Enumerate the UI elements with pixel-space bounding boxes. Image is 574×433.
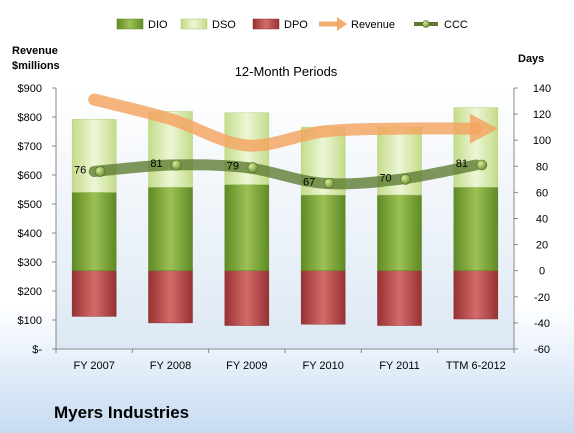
- ccc-point: [94, 166, 106, 177]
- company-name: Myers Industries: [54, 403, 190, 422]
- legend-label-revenue: Revenue: [351, 19, 395, 31]
- bar-dio: [377, 194, 422, 271]
- revenue-arrowhead: [469, 113, 498, 144]
- ccc-data-label: 76: [74, 165, 86, 177]
- ccc-data-label: 70: [379, 172, 391, 184]
- legend-swatch-dso: [180, 18, 208, 30]
- right-axis-tick-label: -40: [534, 318, 550, 330]
- x-axis-category-label: FY 2010: [302, 360, 343, 372]
- left-axis-title-line2: $millions: [12, 60, 60, 72]
- revenue-line: [88, 93, 482, 152]
- right-axis-tick-label: 120: [533, 109, 551, 121]
- legend-label-dso: DSO: [212, 19, 236, 31]
- x-axis-category-label: FY 2009: [226, 360, 267, 372]
- legend: DIO DSO DPO Revenue CCC: [116, 17, 468, 31]
- right-axis-tick-label: 20: [536, 240, 548, 252]
- legend-label-ccc: CCC: [444, 19, 468, 31]
- right-axis-tick-label: 40: [536, 214, 548, 226]
- bar-dpo: [71, 270, 117, 317]
- bar-dpo: [148, 270, 193, 324]
- left-axis-tick-label: $100: [18, 315, 42, 327]
- ccc-point: [476, 159, 488, 171]
- ccc-point: [171, 159, 182, 171]
- left-axis-tick-label: $900: [18, 83, 42, 95]
- ccc-point: [323, 177, 335, 189]
- right-axis-title: Days: [518, 53, 544, 65]
- bar-dio: [148, 186, 193, 271]
- right-axis-tick-label: 60: [536, 187, 548, 199]
- legend-label-dpo: DPO: [284, 19, 308, 31]
- ccc-point: [400, 174, 411, 185]
- x-axis-category-label: TTM 6-2012: [446, 360, 506, 372]
- right-axis-tick-label: 100: [533, 135, 551, 147]
- legend-label-dio: DIO: [148, 19, 168, 31]
- bar-dso: [71, 119, 117, 193]
- right-axis-tick-label: 140: [533, 83, 551, 95]
- legend-swatch-ccc: [414, 20, 438, 28]
- ccc-data-label: 81: [150, 158, 162, 170]
- left-axis-tick-label: $300: [18, 257, 42, 269]
- bar-dio: [300, 194, 346, 271]
- legend-swatch-dpo: [252, 18, 280, 30]
- bar-dio: [71, 192, 117, 271]
- bar-dio: [224, 184, 270, 271]
- chart-title: 12-Month Periods: [235, 64, 338, 79]
- legend-swatch-dio: [116, 18, 144, 30]
- ccc-data-label: 81: [456, 158, 468, 170]
- left-axis-tick-label: $600: [18, 170, 42, 182]
- right-axis-tick-label: -20: [534, 292, 550, 304]
- right-axis-tick-label: 80: [536, 161, 548, 173]
- x-axis-category-label: FY 2011: [379, 360, 420, 372]
- ccc-data-label: 67: [303, 176, 315, 188]
- left-axis-tick-label: $700: [18, 141, 42, 153]
- left-axis-tick-label: $800: [18, 112, 42, 124]
- right-axis-tick-label: 0: [539, 266, 545, 278]
- left-axis-tick-label: $200: [18, 286, 42, 298]
- bar-dpo: [300, 270, 346, 325]
- left-axis-tick-label: $500: [18, 199, 42, 211]
- x-axis-category-label: FY 2008: [150, 360, 191, 372]
- bar-dpo: [377, 270, 422, 326]
- x-axis-category-label: FY 2007: [73, 360, 114, 372]
- bar-dpo: [224, 270, 270, 326]
- ccc-data-label: 79: [227, 161, 239, 173]
- legend-swatch-revenue: [319, 17, 347, 31]
- right-axis-tick-label: -60: [534, 344, 550, 356]
- ccc-point: [247, 162, 259, 173]
- left-axis-tick-label: $400: [18, 228, 42, 240]
- left-axis-title-line1: Revenue: [12, 45, 58, 57]
- bar-dpo: [453, 270, 499, 320]
- left-axis-tick-label: $-: [32, 344, 42, 356]
- bar-dio: [453, 186, 499, 271]
